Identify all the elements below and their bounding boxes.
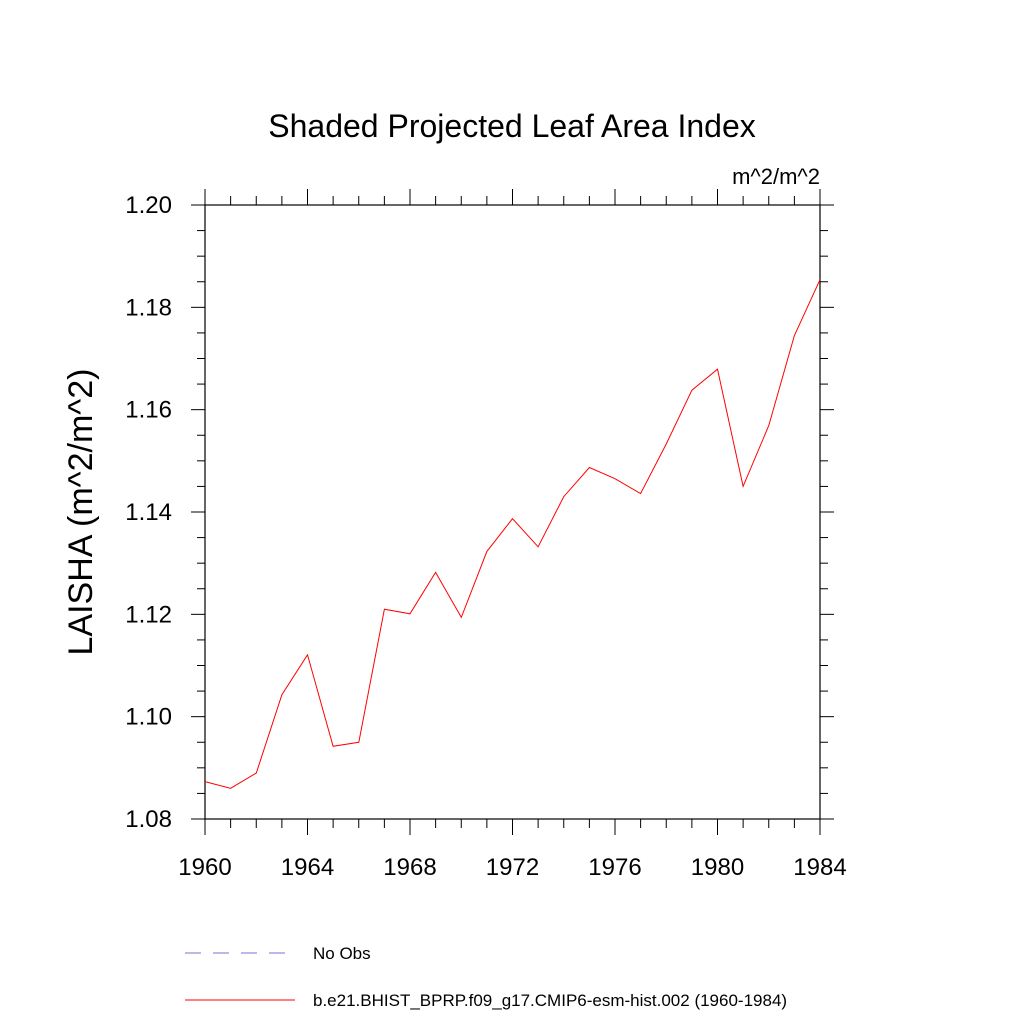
y-axis-label: LAISHA (m^2/m^2) bbox=[62, 369, 100, 656]
x-tick-label: 1968 bbox=[383, 854, 436, 881]
plot-frame bbox=[204, 204, 821, 820]
legend-label: No Obs bbox=[313, 944, 371, 963]
x-tick-label: 1984 bbox=[793, 854, 846, 881]
x-tick-label: 1972 bbox=[486, 854, 539, 881]
series-layer bbox=[204, 279, 821, 789]
y-tick-label: 1.14 bbox=[125, 499, 172, 526]
y-tick-label: 1.18 bbox=[125, 294, 172, 321]
y-tick-label: 1.16 bbox=[125, 397, 172, 424]
units-label: m^2/m^2 bbox=[732, 164, 820, 189]
legend-label: b.e21.BHIST_BPRP.f09_g17.CMIP6-esm-hist.… bbox=[313, 991, 787, 1010]
x-tick-label: 1960 bbox=[178, 854, 231, 881]
y-tick-label: 1.10 bbox=[125, 704, 172, 731]
legend: No Obs b.e21.BHIST_BPRP.f09_g17.CMIP6-esm… bbox=[185, 944, 787, 1010]
x-tick-label: 1976 bbox=[588, 854, 641, 881]
y-tick-label: 1.08 bbox=[125, 806, 172, 833]
x-tick-label: 1964 bbox=[281, 854, 334, 881]
chart-title: Shaded Projected Leaf Area Index bbox=[268, 108, 755, 144]
y-tick-label: 1.20 bbox=[125, 192, 172, 219]
y-tick-label: 1.12 bbox=[125, 601, 172, 628]
series-line bbox=[204, 279, 821, 789]
x-tick-label: 1980 bbox=[691, 854, 744, 881]
axes-layer: 1960 1964 1968 1972 1976 1980 1984 1.08 1.10 1.12… bbox=[125, 189, 847, 881]
